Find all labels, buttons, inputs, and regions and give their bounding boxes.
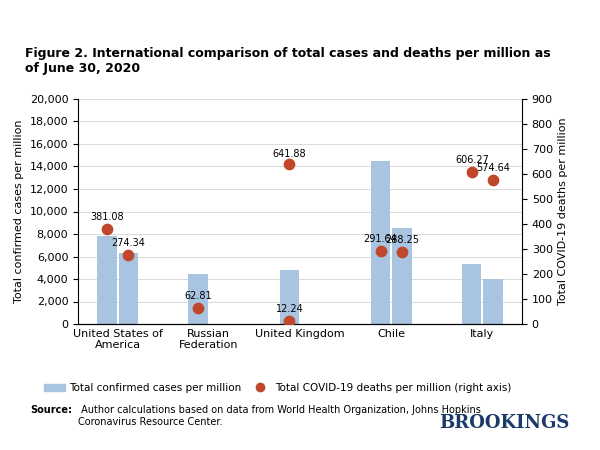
- Point: [193, 305, 203, 312]
- Legend: Total confirmed cases per million, Total COVID-19 deaths per million (right axis: Total confirmed cases per million, Total…: [40, 379, 515, 397]
- Bar: [462, 264, 481, 324]
- Point: [397, 248, 407, 256]
- Text: 381.08: 381.08: [90, 212, 124, 222]
- Text: Author calculations based on data from World Health Organization, Johns Hopkins
: Author calculations based on data from W…: [78, 405, 481, 427]
- Point: [124, 252, 133, 259]
- Text: BROOKINGS: BROOKINGS: [440, 414, 570, 432]
- Text: 288.25: 288.25: [385, 235, 419, 245]
- Text: 274.34: 274.34: [111, 238, 145, 248]
- Text: 12.24: 12.24: [275, 304, 303, 314]
- Bar: [188, 274, 208, 324]
- Point: [102, 225, 112, 232]
- Y-axis label: Total COVID-19 deaths per million: Total COVID-19 deaths per million: [559, 118, 568, 305]
- Bar: [280, 270, 299, 324]
- Point: [284, 160, 294, 167]
- Text: 606.27: 606.27: [455, 155, 489, 166]
- Text: 62.81: 62.81: [184, 291, 212, 302]
- Point: [488, 177, 498, 184]
- Text: 291.64: 291.64: [364, 234, 397, 244]
- Bar: [119, 253, 138, 324]
- Text: 641.88: 641.88: [272, 149, 306, 159]
- Point: [467, 169, 476, 176]
- Text: Figure 2. International comparison of total cases and deaths per million as
of J: Figure 2. International comparison of to…: [25, 47, 550, 75]
- Point: [284, 317, 294, 324]
- Bar: [392, 228, 412, 324]
- Text: 574.64: 574.64: [476, 163, 510, 173]
- Bar: [484, 279, 503, 324]
- Text: Source:: Source:: [30, 405, 72, 415]
- Y-axis label: Total confirmed cases per million: Total confirmed cases per million: [14, 120, 24, 303]
- Bar: [97, 236, 116, 324]
- Point: [376, 248, 385, 255]
- Bar: [371, 162, 390, 324]
